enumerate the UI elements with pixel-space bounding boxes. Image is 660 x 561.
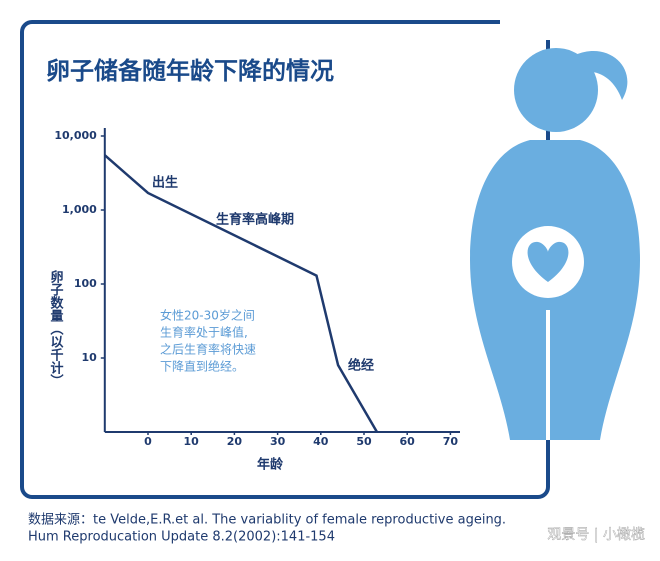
annotation: 生育率高峰期	[216, 212, 294, 228]
note-line: 生育率处于峰值,	[160, 325, 248, 340]
source-line: 数据来源：te Velde,E.R.et al. The variablity …	[28, 513, 506, 528]
y-tick-label: 1,000	[62, 203, 97, 216]
chart-title: 卵子储备随年龄下降的情况	[46, 57, 334, 85]
x-tick-label: 20	[227, 435, 243, 448]
note-line: 下降直到绝经。	[160, 359, 244, 374]
y-tick-label: 100	[74, 277, 97, 290]
note-line: 之后生育率将快速	[160, 342, 256, 357]
x-tick-label: 30	[270, 435, 286, 448]
x-tick-label: 10	[184, 435, 200, 448]
y-tick-label: 10	[81, 351, 97, 364]
x-axis-label: 年龄	[257, 457, 284, 473]
x-tick-label: 40	[313, 435, 329, 448]
watermark: 观景号 | 小橄榄	[547, 527, 645, 543]
source-line: Hum Reproducation Update 8.2(2002):141-1…	[28, 530, 335, 545]
data-line	[103, 154, 379, 433]
x-tick-label: 0	[144, 435, 152, 448]
frame-gap	[500, 10, 660, 40]
x-tick-label: 60	[400, 435, 416, 448]
x-tick-label: 50	[356, 435, 372, 448]
heart	[527, 241, 569, 282]
annotation: 出生	[152, 175, 178, 191]
annotation: 绝经	[348, 358, 374, 374]
note-line: 女性20-30岁之间	[160, 308, 255, 323]
x-tick-label: 70	[443, 435, 459, 448]
y-axis-label: 卵子数量（以千计）	[48, 269, 65, 387]
y-tick-label: 10,000	[54, 129, 97, 142]
